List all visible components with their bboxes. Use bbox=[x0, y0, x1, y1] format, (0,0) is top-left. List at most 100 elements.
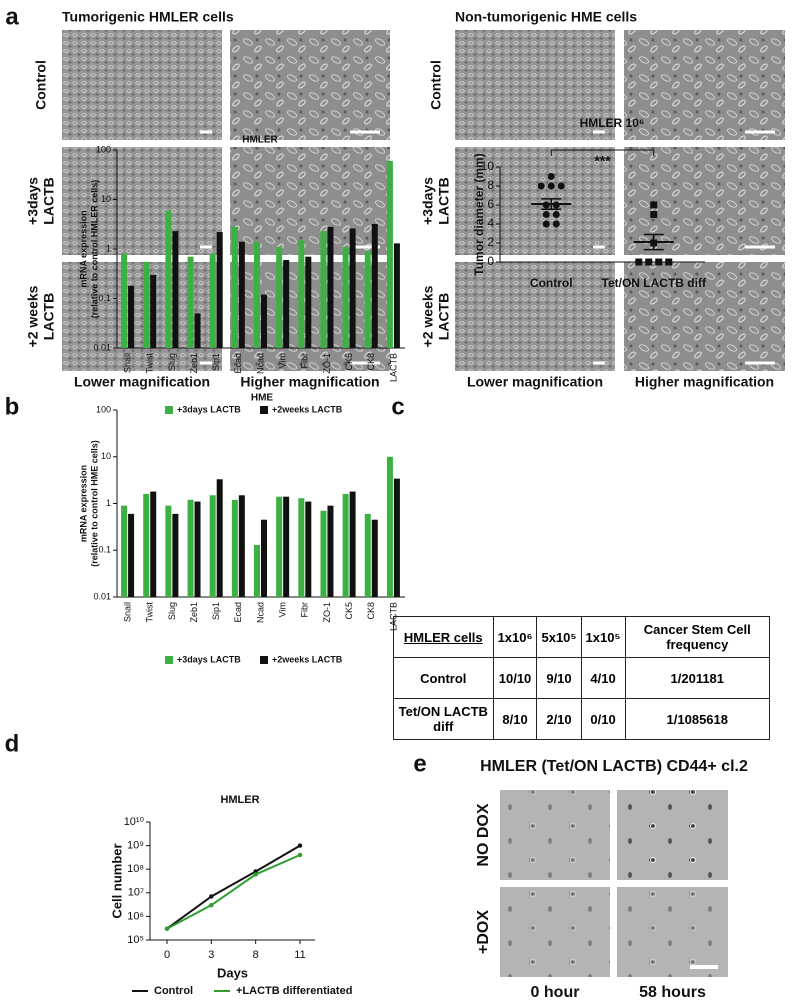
x-tick-label: 0 bbox=[164, 949, 170, 961]
bar bbox=[150, 274, 157, 348]
panel-letter: a bbox=[5, 3, 19, 30]
micrograph-texture bbox=[617, 790, 728, 880]
legend-swatch bbox=[165, 656, 173, 664]
significance-bracket bbox=[550, 149, 655, 156]
y-tick-label: 10⁵ bbox=[127, 934, 144, 946]
data-point bbox=[209, 894, 214, 899]
panel-title: HMLER (Tet/ON LACTB) CD44+ cl.2 bbox=[480, 758, 748, 775]
y-axis-label: Tumor diameter (mm) bbox=[472, 153, 486, 275]
column-label: Higher magnification bbox=[635, 374, 774, 390]
bar bbox=[238, 241, 245, 348]
table-cell: 2/10 bbox=[536, 698, 582, 740]
table-cell: 8/10 bbox=[492, 698, 538, 740]
y-tick-label: 8 bbox=[487, 178, 494, 192]
y-tick-label: 10⁷ bbox=[128, 887, 144, 899]
bar bbox=[298, 498, 305, 597]
x-tick-label: Ncad bbox=[255, 602, 265, 623]
data-point bbox=[297, 843, 303, 848]
bar bbox=[209, 495, 216, 597]
row-label: +2 weeks bbox=[25, 285, 41, 347]
bar bbox=[187, 499, 194, 597]
x-tick-label: 11 bbox=[294, 949, 305, 961]
bar bbox=[283, 259, 290, 348]
micrograph-texture bbox=[624, 262, 785, 371]
series-line bbox=[166, 854, 301, 930]
table-cell: 1x10⁵ bbox=[580, 616, 626, 658]
bar bbox=[364, 251, 371, 348]
x-tick-label: Sip1 bbox=[211, 602, 221, 620]
data-point bbox=[547, 173, 555, 180]
bar bbox=[320, 510, 327, 597]
micrograph-texture bbox=[624, 147, 785, 255]
column-label: 0 hour bbox=[531, 984, 580, 1001]
y-axis-label: Cell number bbox=[109, 843, 124, 918]
table-cell: 9/10 bbox=[536, 657, 582, 699]
data-point bbox=[650, 201, 658, 209]
micrograph-texture bbox=[455, 262, 615, 371]
row-label: LACTB bbox=[41, 177, 57, 224]
chart-title: HMLER bbox=[242, 135, 278, 146]
x-tick-label: Tet/ON LACTB diff bbox=[602, 276, 707, 290]
frequency-table: HMLER cells 1x10⁶ 5x10⁵ 1x10⁵ Cancer Stem Ce… bbox=[393, 616, 771, 740]
bar bbox=[238, 495, 245, 597]
x-tick-label: Twist bbox=[145, 353, 155, 374]
data-point bbox=[552, 220, 560, 228]
bar bbox=[231, 226, 238, 348]
bar bbox=[393, 243, 400, 348]
bar bbox=[386, 456, 393, 597]
table-cell: Tet/ON LACTB diff bbox=[393, 698, 494, 740]
bar bbox=[254, 241, 260, 348]
legend-label: +2weeks LACTB bbox=[272, 654, 343, 664]
bar bbox=[165, 210, 172, 348]
data-point bbox=[537, 182, 545, 190]
series-line bbox=[166, 844, 301, 930]
table-cell: 1/201181 bbox=[624, 657, 771, 699]
row-label: +3days bbox=[420, 177, 436, 225]
data-point bbox=[547, 182, 555, 190]
legend-label: +3days LACTB bbox=[177, 404, 241, 414]
y-tick-label: 1 bbox=[106, 498, 111, 508]
x-tick-label: Snail bbox=[122, 602, 132, 622]
data-point bbox=[635, 258, 643, 266]
data-point bbox=[645, 258, 653, 266]
x-tick-label: Sip1 bbox=[211, 353, 221, 371]
bar bbox=[327, 505, 334, 597]
y-tick-label: 1 bbox=[106, 243, 111, 253]
legend-label: +LACTB differentiated bbox=[236, 985, 352, 997]
legend-label: +2weeks LACTB bbox=[272, 404, 343, 414]
panel-letter: b bbox=[5, 393, 20, 420]
bar bbox=[128, 513, 135, 597]
micrograph-texture bbox=[500, 887, 610, 977]
data-point bbox=[557, 182, 565, 190]
bar bbox=[216, 479, 223, 597]
group-title: Tumorigenic HMLER cells bbox=[62, 9, 234, 25]
data-point bbox=[552, 211, 560, 218]
bar bbox=[254, 544, 260, 597]
group-title: Non-tumorigenic HME cells bbox=[455, 9, 637, 25]
chart-title: HMLER bbox=[220, 794, 259, 806]
bar bbox=[187, 256, 194, 348]
micrograph-texture bbox=[455, 30, 615, 140]
bar bbox=[320, 231, 327, 348]
bar bbox=[305, 501, 312, 597]
row-label: NO DOX bbox=[475, 803, 492, 866]
x-tick-label: CK5 bbox=[344, 602, 354, 620]
x-tick-label: Ecad bbox=[233, 602, 243, 623]
data-point bbox=[542, 220, 550, 228]
y-tick-label: 100 bbox=[96, 404, 111, 414]
error-bar bbox=[541, 198, 562, 211]
y-tick-label: 4 bbox=[487, 216, 494, 230]
x-tick-label: CK8 bbox=[366, 353, 376, 371]
table-row: HMLER cells 1x10⁶ 5x10⁵ 1x10⁵ Cancer Stem Ce… bbox=[393, 616, 771, 658]
y-axis-label: mRNA expression bbox=[78, 465, 88, 542]
x-tick-label: 8 bbox=[253, 949, 259, 961]
table-cell: Cancer Stem Cell frequency bbox=[624, 616, 771, 658]
y-tick-label: 10⁶ bbox=[127, 910, 144, 922]
x-tick-label: Zeb1 bbox=[189, 602, 199, 623]
x-tick-label: Zeb1 bbox=[189, 353, 199, 374]
table-cell: HMLER cells bbox=[393, 616, 494, 658]
y-tick-label: 0 bbox=[487, 254, 494, 268]
y-axis-label: (relative to control HMLER cells) bbox=[89, 180, 99, 319]
x-tick-label: CK5 bbox=[344, 353, 354, 371]
